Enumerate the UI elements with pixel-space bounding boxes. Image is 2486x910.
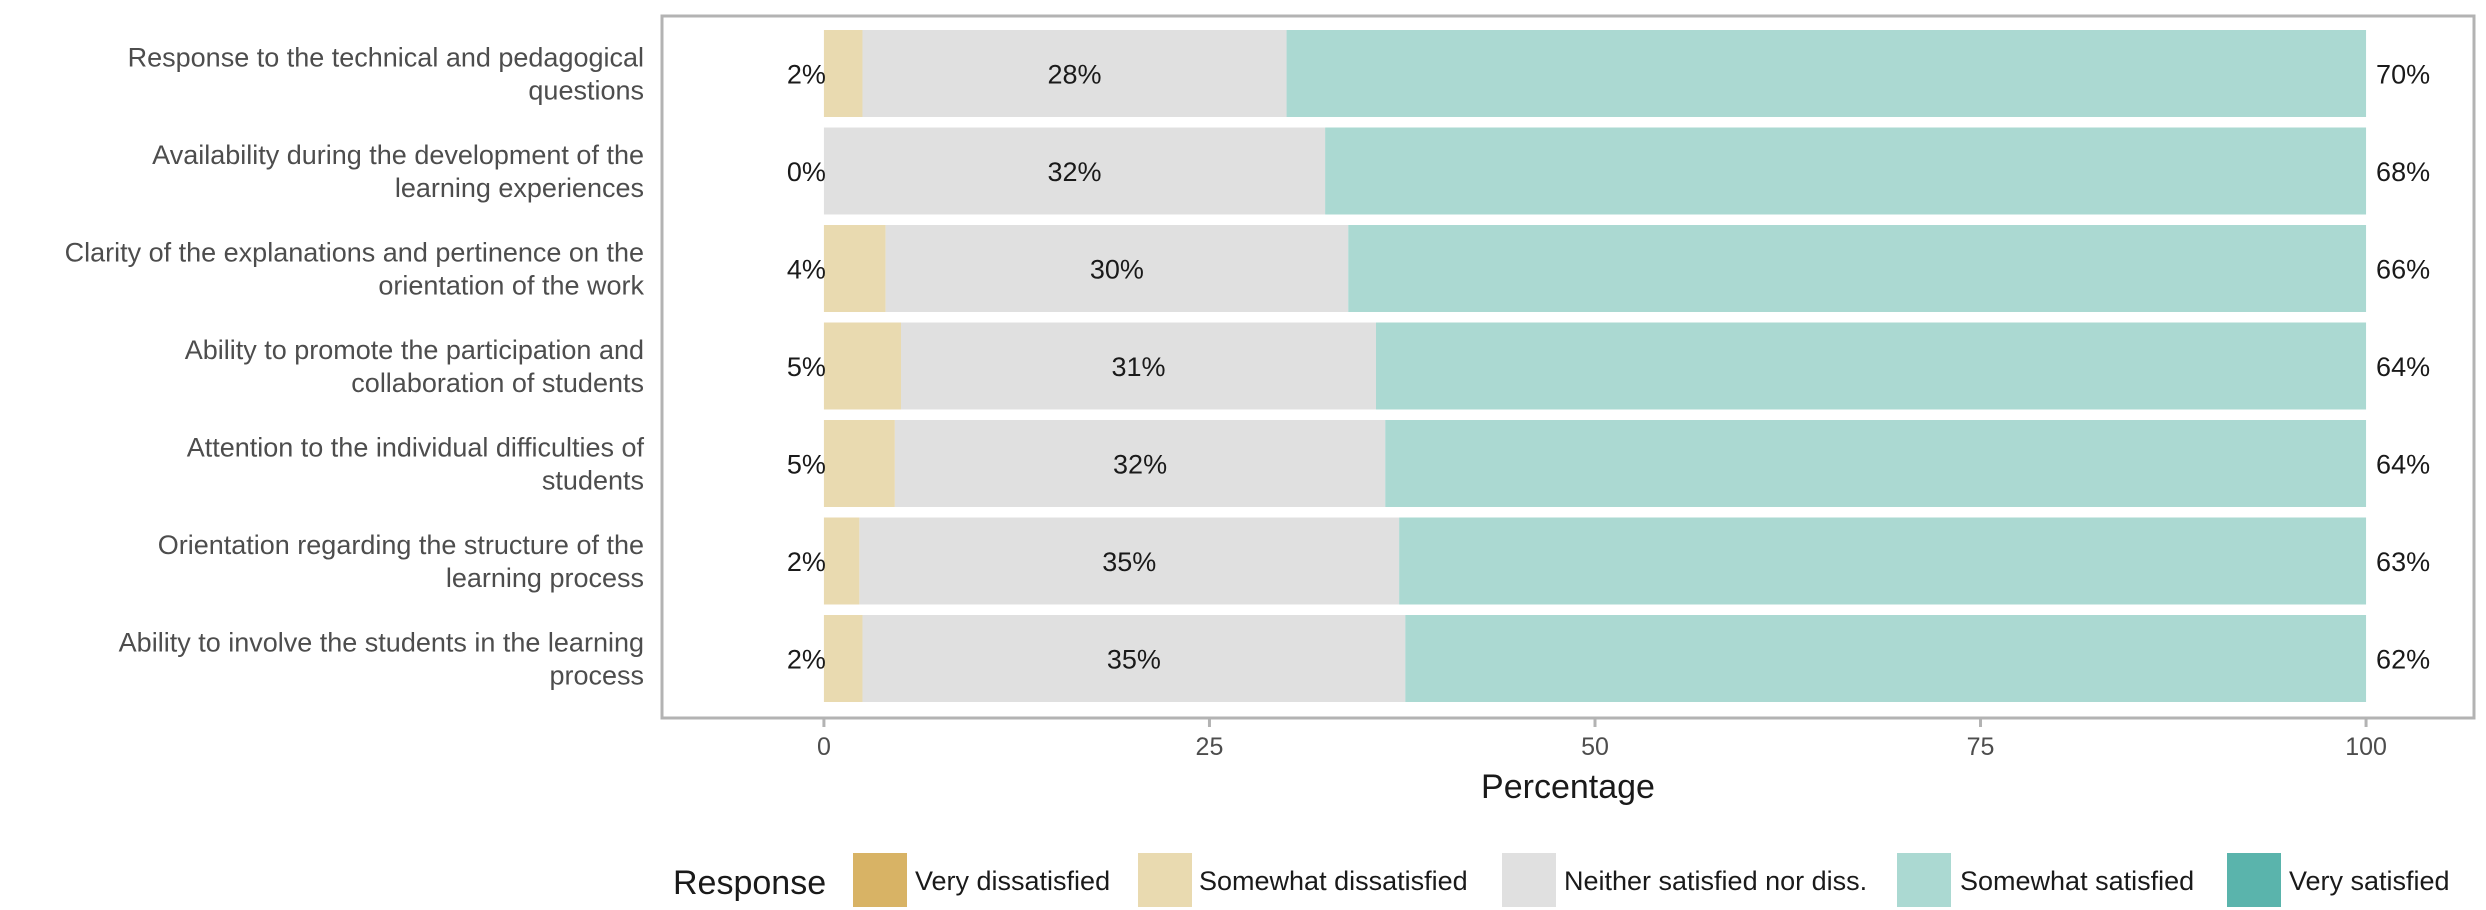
label-dissatisfied-4: 5% — [787, 352, 826, 382]
category-label-4: Ability to promote the participation and… — [185, 335, 644, 398]
bar-segment-2-3 — [823, 127, 1326, 215]
label-neutral-1: 28% — [1047, 60, 1101, 90]
label-neutral-4: 31% — [1111, 352, 1165, 382]
label-dissatisfied-2: 0% — [787, 157, 826, 187]
bar-segment-7-2 — [823, 615, 863, 702]
bar-segment-2-4 — [1325, 127, 2367, 215]
x-tick-label-25: 25 — [1196, 733, 1224, 761]
value-labels: 2% 28% 70% 0% 32% 68% 4% 30% 66% 5% 31% 64% 5% 32% 64%… — [787, 60, 2430, 675]
bar-segment-1-4 — [1286, 30, 2367, 117]
bar-segment-5-2 — [823, 420, 895, 507]
bar-segment-4-4 — [1376, 322, 2367, 410]
bars-layer — [823, 30, 2367, 702]
x-tick-label-0: 0 — [817, 733, 831, 761]
legend-label-4: Somewhat satisfied — [1960, 866, 2194, 896]
bar-segment-5-4 — [1385, 420, 2367, 507]
legend-key-3 — [1502, 853, 1556, 907]
bar-segment-5-3 — [894, 420, 1386, 507]
x-tick-label-50: 50 — [1581, 733, 1609, 761]
label-neutral-3: 30% — [1090, 255, 1144, 285]
label-satisfied-1: 70% — [2376, 60, 2430, 90]
x-axis: 0 25 50 75 100 — [817, 719, 2387, 761]
x-tick-label-75: 75 — [1967, 733, 1995, 761]
panel-border — [660, 14, 2476, 720]
legend-key-1 — [853, 853, 907, 907]
category-label-5: Attention to the individual difficulties… — [187, 433, 645, 496]
bar-segment-6-2 — [823, 517, 860, 605]
legend-key-4 — [1897, 853, 1951, 907]
x-tick-label-100: 100 — [2345, 733, 2387, 761]
legend-title: Response — [673, 864, 826, 902]
label-neutral-7: 35% — [1107, 645, 1161, 675]
legend-label-3: Neither satisfied nor diss. — [1564, 866, 1867, 896]
legend-key-2 — [1138, 853, 1192, 907]
label-satisfied-7: 62% — [2376, 645, 2430, 675]
bar-segment-1-2 — [823, 30, 863, 117]
bar-segment-3-3 — [885, 225, 1349, 312]
bar-segment-3-4 — [1348, 225, 2367, 312]
label-neutral-2: 32% — [1047, 157, 1101, 187]
legend-label-1: Very dissatisfied — [915, 866, 1110, 896]
bar-segment-1-3 — [862, 30, 1287, 117]
bar-segment-6-3 — [859, 517, 1400, 605]
label-satisfied-3: 66% — [2376, 255, 2430, 285]
bar-segment-4-2 — [823, 322, 902, 410]
label-satisfied-4: 64% — [2376, 352, 2430, 382]
label-satisfied-5: 64% — [2376, 450, 2430, 480]
legend-key-5 — [2227, 853, 2281, 907]
category-label-6: Orientation regarding the structure of t… — [158, 530, 644, 593]
x-axis-title: Percentage — [1481, 768, 1655, 806]
bar-segment-6-4 — [1399, 517, 2367, 605]
label-neutral-5: 32% — [1113, 450, 1167, 480]
label-dissatisfied-1: 2% — [787, 60, 826, 90]
legend: Response Very dissatisfied Somewhat dissa… — [673, 853, 2450, 907]
legend-label-5: Very satisfied — [2289, 866, 2450, 896]
category-label-2: Availability during the development of t… — [152, 140, 644, 203]
bar-segment-3-2 — [823, 225, 886, 312]
label-satisfied-6: 63% — [2376, 547, 2430, 577]
bar-segment-7-3 — [862, 615, 1406, 702]
label-dissatisfied-3: 4% — [787, 255, 826, 285]
bar-segment-7-4 — [1405, 615, 2367, 702]
label-dissatisfied-7: 2% — [787, 645, 826, 675]
bar-segment-4-3 — [901, 322, 1377, 410]
category-label-7: Ability to involve the students in the l… — [119, 628, 644, 691]
category-labels: Response to the technical and pedagogica… — [65, 43, 645, 691]
category-label-3: Clarity of the explanations and pertinen… — [65, 238, 645, 301]
category-label-1: Response to the technical and pedagogica… — [128, 43, 644, 106]
label-neutral-6: 35% — [1102, 547, 1156, 577]
label-satisfied-2: 68% — [2376, 157, 2430, 187]
legend-label-2: Somewhat dissatisfied — [1199, 866, 1468, 896]
label-dissatisfied-5: 5% — [787, 450, 826, 480]
label-dissatisfied-6: 2% — [787, 547, 826, 577]
